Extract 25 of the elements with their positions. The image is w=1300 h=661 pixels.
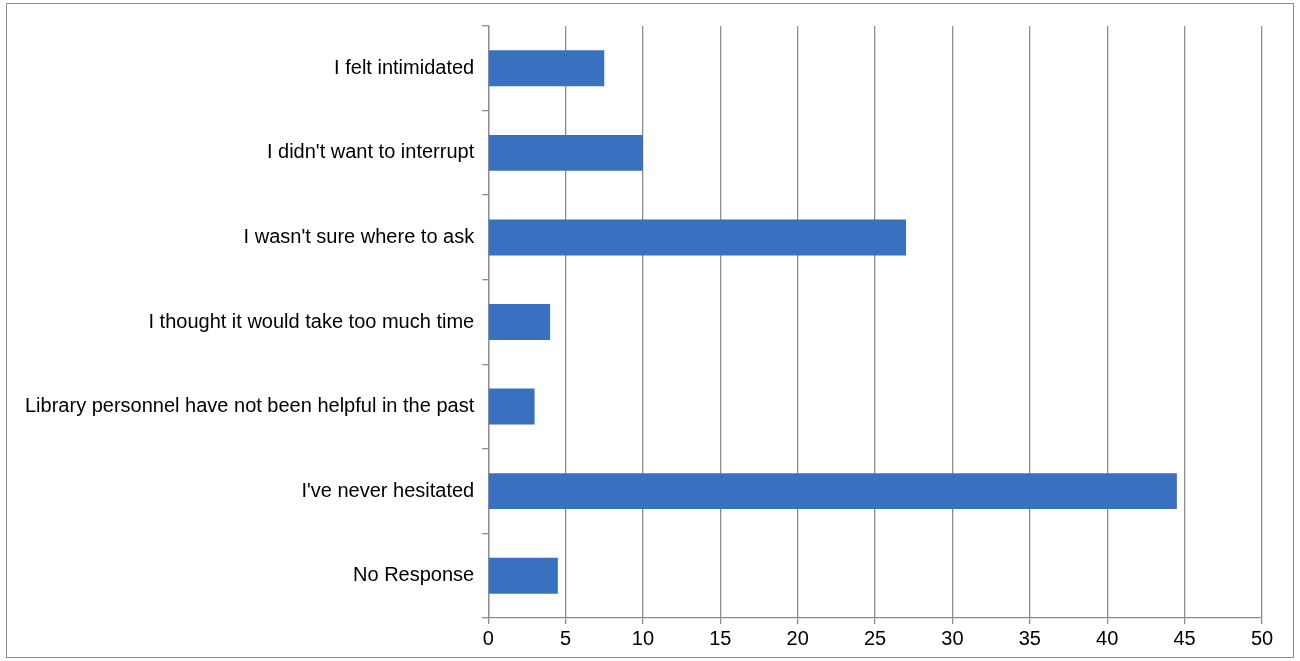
y-tick-label: I thought it would take too much time (148, 309, 475, 332)
y-tick-label: No Response (353, 563, 475, 586)
x-tick-label: 0 (482, 626, 494, 649)
bar (488, 304, 551, 340)
bar (488, 388, 535, 425)
x-tick-label: 5 (560, 626, 572, 649)
x-tick-label: 10 (631, 626, 655, 649)
x-tick-label: 40 (1096, 626, 1119, 649)
bar (488, 557, 558, 594)
x-tick-label: 35 (1018, 626, 1041, 649)
x-tick-label: 25 (863, 626, 887, 649)
bar (488, 134, 643, 171)
bar (488, 50, 605, 87)
x-tick-label: 50 (1250, 626, 1274, 649)
x-tick-label: 30 (941, 626, 964, 649)
x-tick-label: 15 (709, 626, 732, 649)
bar (488, 473, 1177, 510)
x-tick-label: 45 (1173, 626, 1196, 649)
y-tick-label: I didn't want to interrupt (266, 140, 475, 163)
y-tick-label: Library personnel have not been helpful in the past (25, 394, 475, 417)
y-tick-label: I felt intimidated (334, 55, 475, 78)
x-tick-label: 20 (786, 626, 809, 649)
bar (488, 219, 907, 256)
y-tick-label: I've never hesitated (301, 478, 475, 501)
y-tick-label: I wasn't sure where to ask (243, 224, 476, 247)
